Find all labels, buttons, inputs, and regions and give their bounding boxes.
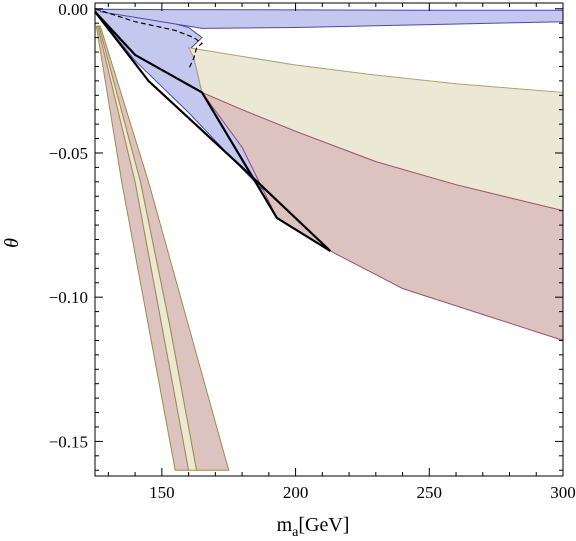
chart-curves [94, 8, 332, 252]
x-axis-label: ma[GeV] [277, 514, 350, 540]
dashed-curve-0 [94, 8, 203, 70]
x-axis-label-sub: a [292, 525, 299, 540]
y-tick-labels: 0.00 −0.05 −0.10 −0.15 [49, 0, 88, 451]
bold-line-1 [94, 11, 332, 252]
region-6 [98, 25, 230, 471]
y-tick-label: −0.05 [49, 144, 88, 163]
bold-line-0 [94, 10, 331, 252]
chart-regions [94, 8, 564, 471]
x-axis-label-unit: [GeV] [298, 514, 349, 536]
axis-ticks [95, 3, 564, 476]
x-tick-label: 150 [149, 483, 175, 502]
y-axis-label: θ [1, 238, 23, 248]
y-tick-label: 0.00 [58, 0, 88, 19]
x-tick-label: 200 [283, 483, 309, 502]
x-tick-label: 250 [417, 483, 443, 502]
y-tick-label: −0.10 [49, 288, 88, 307]
x-axis-label-main: m [277, 514, 293, 536]
x-tick-labels: 150 200 250 300 [149, 483, 576, 502]
x-tick-label: 300 [550, 483, 576, 502]
y-tick-label: −0.15 [49, 432, 88, 451]
